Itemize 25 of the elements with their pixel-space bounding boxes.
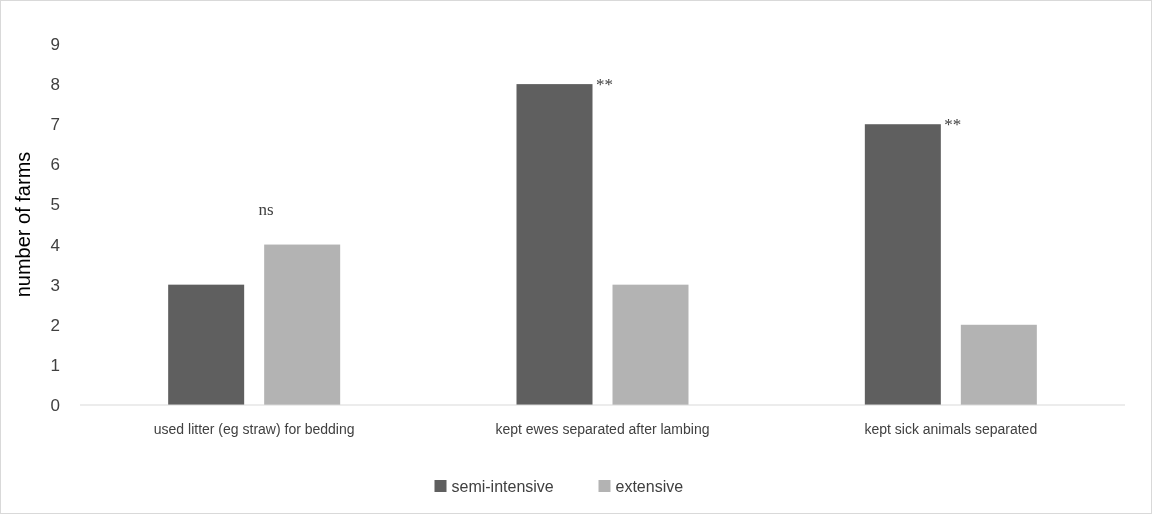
y-tick-label: 4 [50, 235, 60, 255]
y-tick-label: 0 [50, 395, 60, 415]
y-tick-label: 8 [50, 75, 60, 95]
bar [264, 244, 341, 405]
legend-label: semi-intensive [451, 477, 554, 495]
bar [864, 124, 941, 405]
y-tick-label: 7 [50, 115, 60, 135]
annotation: ** [944, 115, 962, 135]
y-tick-label: 1 [50, 355, 60, 375]
y-tick-label: 5 [50, 195, 60, 215]
x-tick-label: used litter (eg straw) for bedding [153, 420, 355, 437]
y-tick-label: 9 [50, 34, 60, 54]
y-tick-label: 6 [50, 155, 60, 175]
y-tick-label: 3 [50, 275, 60, 295]
legend-label: extensive [615, 477, 684, 495]
bar [960, 324, 1037, 405]
y-axis-title: number of farms [12, 151, 34, 298]
bar [612, 284, 689, 405]
y-tick-label: 2 [50, 315, 60, 335]
annotation: ** [596, 75, 613, 95]
x-tick-label: kept ewes separated after lambing [495, 420, 710, 437]
x-tick-label: kept sick animals separated [864, 420, 1038, 437]
annotation: ns [258, 199, 274, 219]
bar [168, 284, 245, 405]
bar [516, 84, 593, 405]
